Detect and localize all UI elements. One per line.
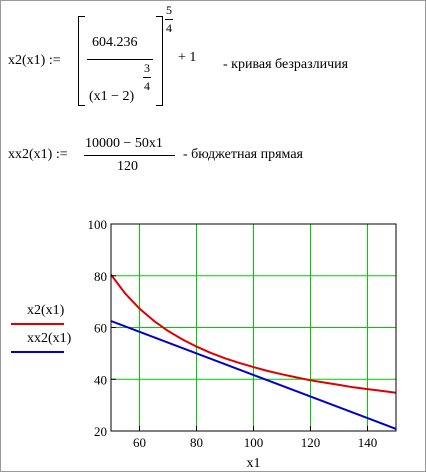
bracket-left [78,16,79,106]
formula1-denominator: (x1 − 2) [89,89,135,104]
x-tick-label-140: 140 [358,435,378,450]
series-line-x2 [110,274,397,394]
x-tick-label-60: 60 [133,435,146,450]
formula1-comment: - кривая безразличия [223,57,349,72]
formula1-outer-exp-den: 4 [166,21,172,35]
legend-swatch-xx2 [11,351,64,353]
formula1-fraction-bar [87,59,153,60]
bracket-left-top [78,16,85,17]
y-tick-label-60: 60 [94,321,107,336]
bracket-right [162,16,163,106]
formula2-lhs: xx2(x1) := [8,147,68,162]
x-axis-label: x1 [247,456,261,471]
y-tick-label-40: 40 [94,372,107,387]
formula1-numerator: 604.236 [92,35,138,50]
y-tick-label-100: 100 [88,217,108,232]
legend-label-x2: x2(x1) [27,303,65,318]
formula1-lhs: x2(x1) := [8,53,61,68]
bracket-right-bottom [156,105,163,106]
formula1-inner-exp-num: 3 [144,61,150,75]
x-tick-label-80: 80 [190,435,203,450]
bracket-right-top [156,16,163,17]
legend-label-xx2: xx2(x1) [27,331,72,346]
formula2-fraction-bar [84,155,175,156]
formula1-outer-exp-bar [165,19,173,20]
x-tick-label-100: 100 [244,435,264,450]
series-line-xx2 [110,320,397,430]
y-tick-label-80: 80 [94,269,107,284]
legend-swatch-x2 [11,323,64,325]
y-tick-label-20: 20 [94,424,107,439]
x-tick-label-120: 120 [301,435,321,450]
formula1-inner-exp-den: 4 [144,79,150,93]
formula1-plus-one: + 1 [178,50,197,65]
formula2-numerator: 10000 − 50x1 [85,136,163,151]
formula2-denominator: 120 [117,159,138,174]
bracket-left-bottom [78,105,85,106]
formula1-outer-exp-num: 5 [166,3,172,17]
formula2-comment: - бюджетная прямая [183,147,303,162]
formula1-inner-exp-bar [143,77,151,78]
